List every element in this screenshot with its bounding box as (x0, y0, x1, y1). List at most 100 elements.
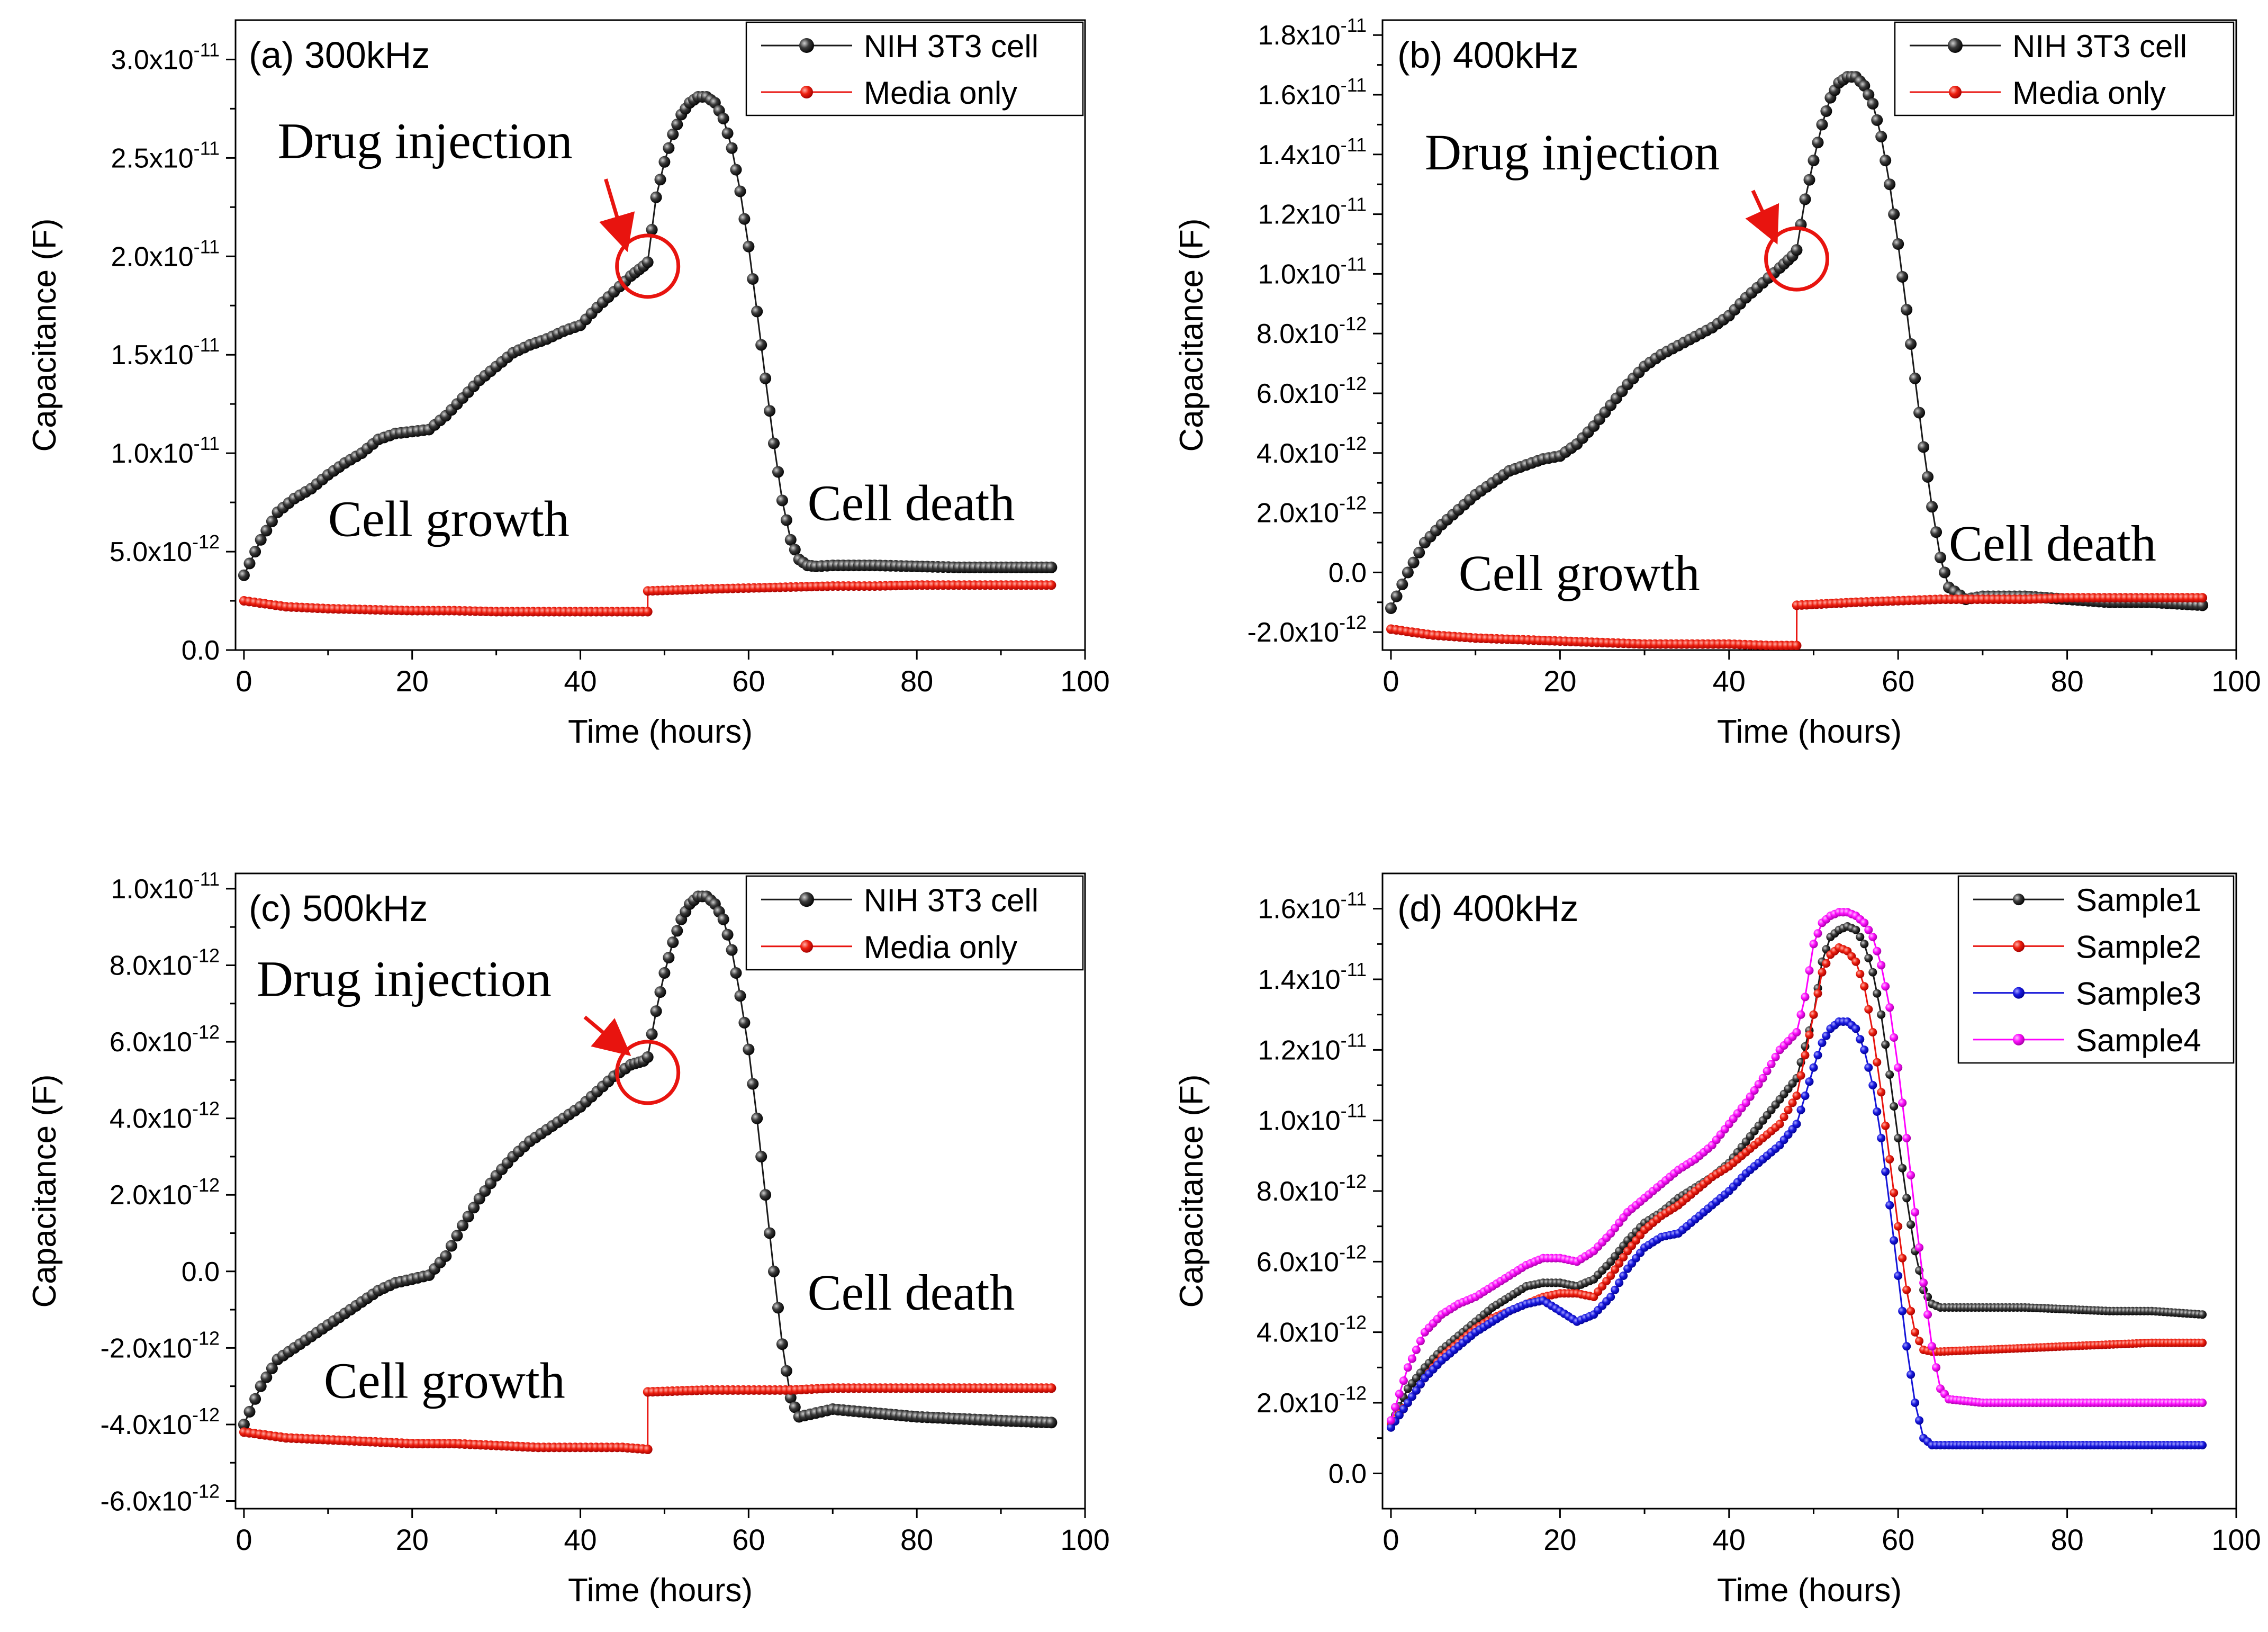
data-point (1906, 1370, 1915, 1379)
data-point (747, 273, 759, 285)
legend-swatch-marker (799, 38, 814, 53)
data-point (1046, 580, 1056, 590)
data-point (1796, 1105, 1805, 1114)
data-point (1885, 1201, 1894, 1210)
data-point (1915, 1416, 1924, 1425)
data-point (1922, 471, 1934, 483)
data-point (1750, 1086, 1759, 1095)
data-point (1896, 271, 1909, 283)
data-point (1387, 1416, 1395, 1425)
data-point (1813, 929, 1822, 938)
data-point (784, 1392, 797, 1404)
y-tick-label: 2.5x10-11 (111, 137, 220, 174)
y-tick-label: 5.0x10-12 (110, 531, 220, 567)
panel-c: 0 20 40 60 80 100 -6.0x10-12 -4.0x10-12 -2.0x10-… (26, 868, 1110, 1609)
data-point (1801, 993, 1810, 1002)
cell-death-label: Cell death (808, 475, 1015, 531)
data-point (2198, 1441, 2207, 1449)
data-point (1741, 1098, 1750, 1107)
series-sample3 (1387, 1017, 2207, 1449)
data-point (2197, 599, 2209, 611)
cell-growth-label: Cell growth (1459, 545, 1700, 601)
data-point (255, 1380, 267, 1392)
injection-arrow (583, 1015, 631, 1056)
y-axis-label: Capacitance (F) (1173, 218, 1210, 452)
data-point (658, 156, 671, 168)
data-point (1403, 1363, 1412, 1372)
series-group (238, 890, 1058, 1454)
cell-death-label: Cell death (1949, 515, 2156, 572)
data-point (1407, 1354, 1416, 1363)
data-point (1813, 989, 1822, 998)
data-point (1902, 1285, 1911, 1294)
data-point (1898, 1306, 1907, 1315)
data-point (1877, 1088, 1886, 1097)
data-point (2198, 593, 2208, 603)
data-point (1880, 155, 1892, 167)
y-tick-label: 8.0x10-12 (110, 944, 220, 981)
panel-label: (d) 400kHz (1397, 888, 1578, 929)
data-point (1898, 1254, 1907, 1263)
data-point (1935, 552, 1946, 564)
data-point (1873, 1058, 1882, 1067)
data-point (462, 1211, 474, 1223)
data-point (1877, 961, 1886, 970)
data-point (764, 405, 776, 417)
series-media-only (1386, 593, 2208, 650)
data-point (1792, 641, 1802, 650)
data-point (1792, 1120, 1801, 1129)
data-point (1767, 1060, 1776, 1068)
x-tick-label: 0 (1383, 664, 1399, 698)
series-sample4 (1387, 908, 2207, 1425)
data-point (780, 1365, 792, 1377)
data-point (1890, 1236, 1899, 1245)
data-point (650, 1005, 662, 1017)
legend-label: Sample4 (2076, 1023, 2201, 1058)
data-point (1615, 1278, 1624, 1287)
y-tick-label: 2.0x10-12 (1257, 1382, 1367, 1419)
data-point (760, 1189, 772, 1201)
data-point (1871, 114, 1883, 126)
y-tick-label: -6.0x10-12 (101, 1481, 220, 1517)
plot-frame (1381, 19, 2237, 651)
panel-d: 0 20 40 60 80 100 0.0 2.0x10-12 4.0x10-12 6.0x10-… (1173, 872, 2261, 1609)
data-point (738, 213, 751, 225)
data-point (1864, 954, 1873, 962)
data-point (643, 607, 653, 617)
x-tick-label: 100 (1060, 664, 1109, 698)
data-point (747, 1078, 759, 1090)
legend-swatch-marker (2013, 1033, 2025, 1045)
y-tick-label: -4.0x10-12 (101, 1404, 220, 1440)
y-tick-label: 1.6x10-11 (1258, 74, 1367, 111)
data-point (1851, 957, 1860, 966)
drug-injection-label: Drug injection (1425, 124, 1720, 181)
data-point (1784, 1105, 1793, 1114)
data-point (1771, 1052, 1780, 1061)
data-point (654, 986, 666, 998)
y-tick-label: 1.6x10-11 (1258, 888, 1367, 925)
legend: NIH 3T3 cell Media only (745, 21, 1084, 116)
data-point (764, 1227, 776, 1239)
y-tick-label: 1.0x10-11 (1258, 1100, 1367, 1137)
y-tick-label: 6.0x10-12 (1257, 1241, 1367, 1277)
data-point (2198, 1399, 2207, 1407)
data-point (658, 967, 671, 979)
data-point (1391, 1403, 1399, 1412)
data-point (1915, 1337, 1924, 1346)
data-point (784, 534, 797, 546)
legend-label: Media only (864, 75, 1017, 111)
y-tick-label: 1.2x10-11 (1258, 1029, 1367, 1066)
data-point (1909, 372, 1921, 384)
y-tick-label: 6.0x10-12 (1257, 373, 1367, 409)
data-point (1911, 1208, 1920, 1216)
data-point (1885, 1155, 1894, 1164)
data-point (743, 1043, 755, 1056)
data-point (1758, 1074, 1767, 1083)
data-point (1881, 982, 1890, 991)
data-point (457, 1220, 469, 1232)
data-point (1873, 946, 1882, 955)
data-point (776, 494, 788, 507)
panel-label: (c) 500kHz (249, 888, 428, 929)
data-point (1791, 244, 1803, 256)
x-tick-label: 20 (1543, 1523, 1576, 1556)
